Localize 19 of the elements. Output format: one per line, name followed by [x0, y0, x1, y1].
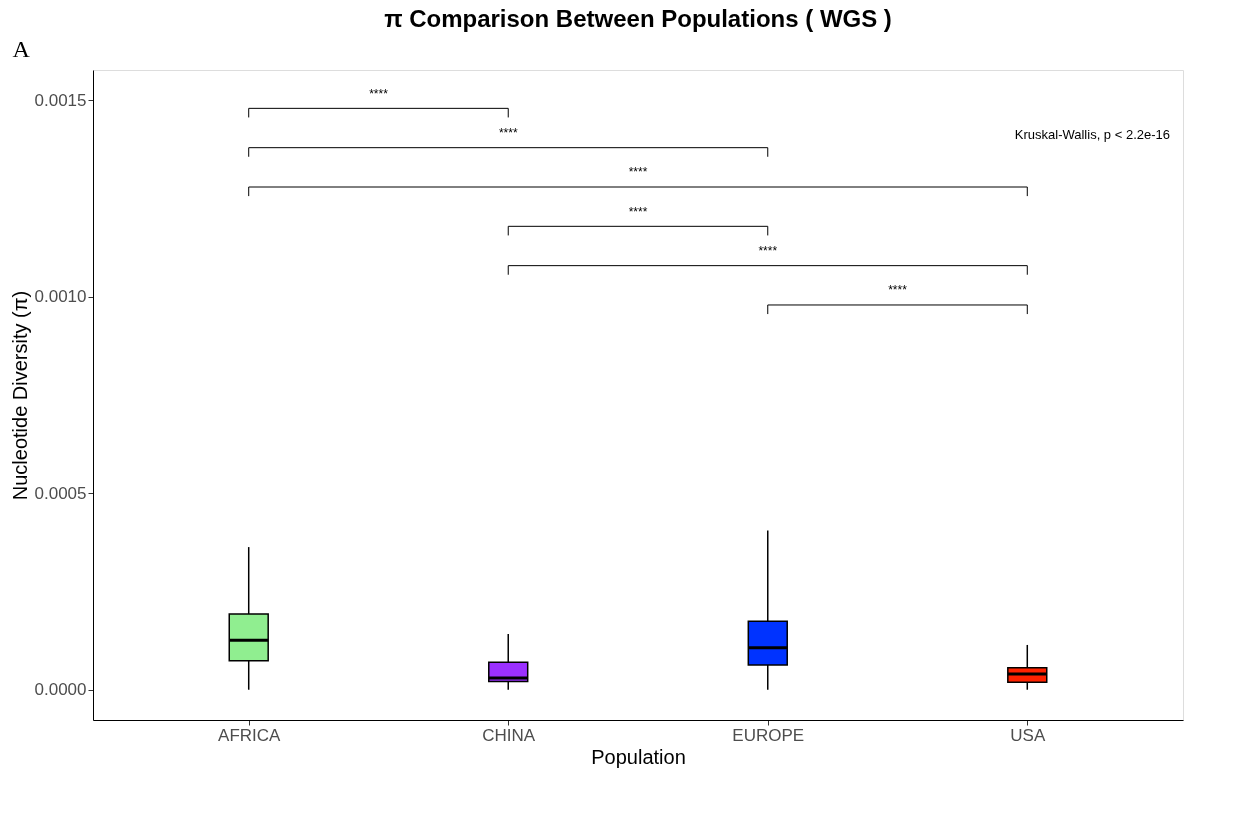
- y-tick-label: 0.0005: [34, 483, 87, 503]
- annotation: ****: [628, 165, 648, 180]
- x-tick-label: CHINA: [482, 725, 536, 745]
- y-tick-label: 0.0000: [34, 680, 87, 700]
- x-tick-label: AFRICA: [218, 725, 282, 745]
- x-axis-title: Population: [591, 745, 686, 768]
- chart-title: π Comparison Between Populations ( WGS ): [384, 5, 892, 33]
- annotation: ****: [369, 86, 389, 101]
- x-tick-label: EUROPE: [732, 725, 805, 745]
- annotation: ****: [758, 243, 778, 258]
- annotation: Kruskal-Wallis, p < 2.2e-16: [1014, 126, 1171, 142]
- x-tick-label: USA: [1010, 725, 1046, 745]
- y-tick-label: 0.0010: [34, 287, 87, 307]
- y-axis-title: Nucleotide Diversity (π): [8, 290, 31, 501]
- annotation: ****: [888, 283, 908, 298]
- y-tick-label: 0.0015: [34, 90, 87, 110]
- text: A: [12, 36, 31, 63]
- annotation: ****: [498, 125, 518, 140]
- annotation: ****: [628, 204, 648, 219]
